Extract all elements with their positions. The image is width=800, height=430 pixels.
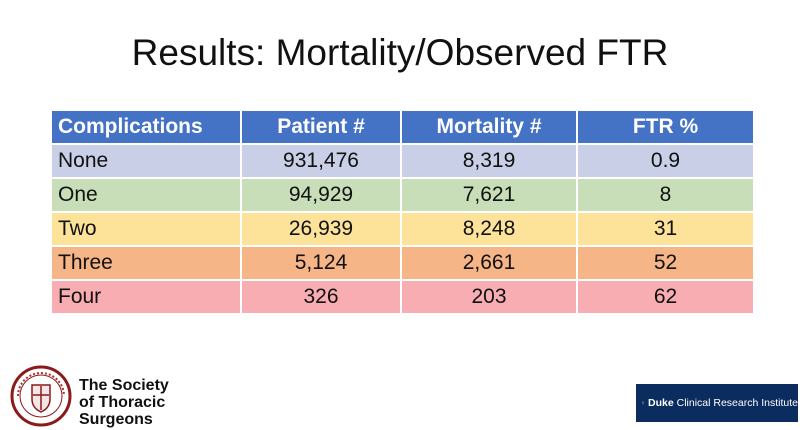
cell-ftr-percent: 31 [578, 213, 753, 245]
cell-patient-count: 931,476 [242, 145, 400, 177]
duke-brand: Duke [648, 397, 674, 409]
cell-patient-count: 26,939 [242, 213, 400, 245]
cell-mortality-count: 8,319 [402, 145, 576, 177]
header-mortality-count: Mortality # [402, 111, 576, 143]
table-row-two: Two 26,939 8,248 31 [52, 213, 753, 245]
cell-mortality-count: 7,621 [402, 179, 576, 211]
table-header-row: Complications Patient # Mortality # FTR … [52, 111, 753, 143]
duke-logo: Duke Clinical Research Institute [636, 384, 798, 422]
table-row-none: None 931,476 8,319 0.9 [52, 145, 753, 177]
duke-shield-icon [642, 401, 644, 405]
cell-complications: Three [52, 247, 240, 279]
sts-logo-text: The Society of Thoracic Surgeons [79, 377, 169, 428]
sts-line-2: of Thoracic [79, 394, 166, 411]
cell-patient-count: 94,929 [242, 179, 400, 211]
cell-mortality-count: 2,661 [402, 247, 576, 279]
cell-complications: None [52, 145, 240, 177]
cell-complications: Two [52, 213, 240, 245]
duke-institute-name: Clinical Research Institute [673, 397, 798, 409]
cell-complications: One [52, 179, 240, 211]
results-table: Complications Patient # Mortality # FTR … [50, 109, 755, 315]
cell-patient-count: 326 [242, 281, 400, 313]
header-ftr-percent: FTR % [578, 111, 753, 143]
cell-ftr-percent: 8 [578, 179, 753, 211]
cell-complications: Four [52, 281, 240, 313]
cell-ftr-percent: 0.9 [578, 145, 753, 177]
cell-ftr-percent: 62 [578, 281, 753, 313]
table-row-three: Three 5,124 2,661 52 [52, 247, 753, 279]
table-row-four: Four 326 203 62 [52, 281, 753, 313]
cell-ftr-percent: 52 [578, 247, 753, 279]
cell-patient-count: 5,124 [242, 247, 400, 279]
sts-line-3: Surgeons [79, 411, 153, 428]
duke-logo-text: Duke Clinical Research Institute [648, 397, 798, 409]
cell-mortality-count: 8,248 [402, 213, 576, 245]
header-patient-count: Patient # [242, 111, 400, 143]
slide-title: Results: Mortality/Observed FTR [131, 32, 669, 73]
header-complications: Complications [52, 111, 240, 143]
sts-line-1: The Society [79, 377, 169, 394]
sts-seal-icon [10, 365, 72, 427]
table-row-one: One 94,929 7,621 8 [52, 179, 753, 211]
cell-mortality-count: 203 [402, 281, 576, 313]
